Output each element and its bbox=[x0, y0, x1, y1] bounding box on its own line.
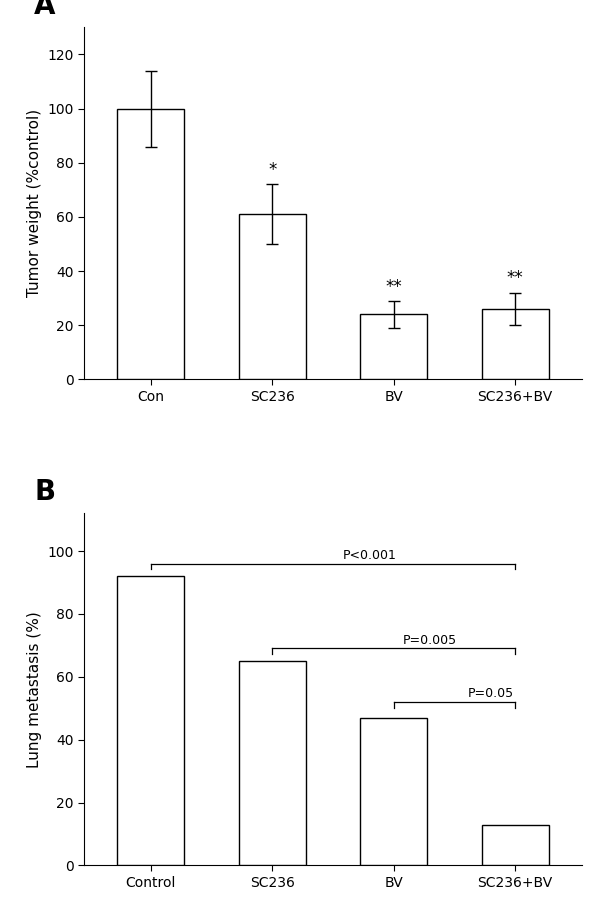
Text: **: ** bbox=[507, 270, 524, 287]
Text: P=0.05: P=0.05 bbox=[468, 688, 514, 701]
Bar bbox=[361, 314, 427, 380]
Text: A: A bbox=[34, 0, 56, 20]
Bar bbox=[118, 576, 184, 865]
Bar bbox=[361, 718, 427, 865]
Bar bbox=[239, 214, 305, 380]
Bar bbox=[239, 661, 305, 865]
Y-axis label: Tumor weight (%control): Tumor weight (%control) bbox=[26, 109, 41, 298]
Y-axis label: Lung metastasis (%): Lung metastasis (%) bbox=[26, 611, 41, 768]
Text: **: ** bbox=[385, 278, 402, 295]
Bar bbox=[482, 309, 548, 380]
Bar bbox=[118, 108, 184, 380]
Text: P=0.005: P=0.005 bbox=[403, 634, 457, 647]
Bar bbox=[482, 824, 548, 865]
Text: P<0.001: P<0.001 bbox=[343, 549, 397, 562]
Text: B: B bbox=[34, 478, 55, 507]
Text: *: * bbox=[268, 161, 277, 179]
